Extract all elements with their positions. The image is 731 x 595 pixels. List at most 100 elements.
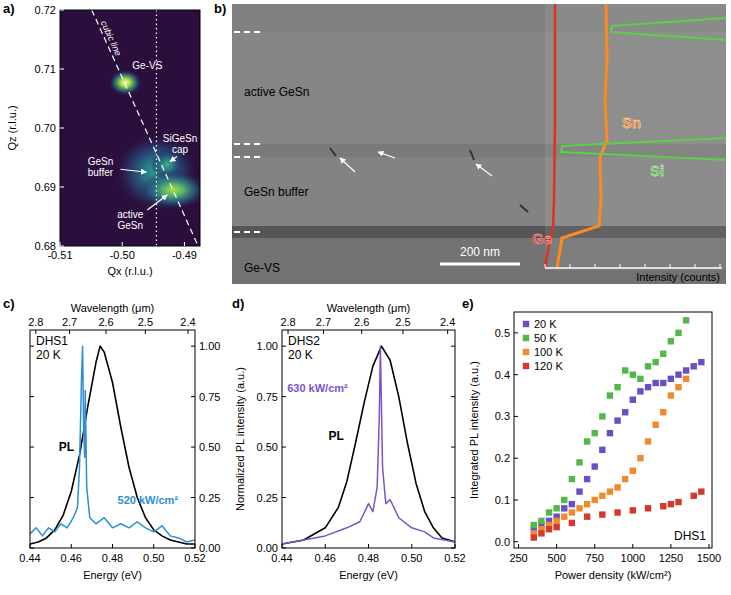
defect (470, 150, 474, 160)
tick (60, 128, 64, 129)
peak (109, 70, 142, 96)
panel-title: DHS1 (674, 529, 706, 543)
legend-marker (523, 335, 529, 341)
plot-area (531, 317, 705, 541)
defect (330, 148, 336, 156)
tick (514, 458, 518, 459)
tick (60, 242, 61, 246)
data-point (645, 363, 651, 369)
tick (455, 544, 456, 548)
panel-letter: a) (3, 1, 15, 16)
axis-title: Normalized PL intensity (a.u.) (234, 367, 246, 511)
tick-label: 0.0 (495, 536, 510, 548)
data-point (546, 526, 552, 532)
data-point (637, 376, 643, 382)
label-line: Ge-VS (132, 60, 162, 71)
axis-title: Wavelength (μm) (71, 302, 155, 314)
data-point (683, 367, 689, 373)
data-point (561, 497, 567, 503)
tick-label: 0.75 (199, 391, 220, 403)
data-point (569, 501, 575, 507)
layer-marker (234, 231, 262, 233)
tick-label: 1250 (659, 552, 683, 564)
tick (60, 10, 64, 11)
data-point (584, 476, 590, 482)
data-point (622, 409, 628, 415)
tick-label: 0.5 (495, 327, 510, 339)
tick (451, 447, 455, 448)
layer-marker (234, 143, 262, 145)
data-point (675, 384, 681, 390)
axis-tick (720, 264, 721, 268)
tick (282, 548, 286, 549)
axis-title: Qx (r.l.u.) (107, 265, 152, 277)
tick (518, 544, 519, 548)
peak-label: Ge-VS (132, 60, 162, 71)
panel-letter: e) (462, 296, 474, 311)
tick (325, 544, 326, 548)
axis-tick (670, 264, 671, 268)
tick (60, 187, 64, 188)
axis-tick (620, 264, 621, 268)
tick (514, 541, 518, 542)
tick-label: 0.71 (35, 63, 56, 75)
peak-label: GeSnbuffer (88, 156, 114, 178)
tick (282, 497, 286, 498)
axis-title: Energy (eV) (339, 569, 398, 581)
tick (282, 447, 286, 448)
tick (282, 346, 286, 347)
tick (282, 396, 286, 397)
tick (632, 544, 633, 548)
frame (60, 10, 200, 246)
axis-title: Integrated PL intensity (a.u.) (468, 361, 480, 499)
tick-label: 0.72 (35, 4, 56, 16)
series-label: 520 kW/cm² (118, 494, 179, 506)
legend: 20 K50 K100 K120 K (523, 318, 564, 372)
layer-label: active GeSn (244, 85, 309, 99)
data-point (569, 476, 575, 482)
label-line: buffer (88, 167, 114, 178)
tick-label: 0.52 (444, 552, 465, 564)
tick-label: 500 (547, 552, 565, 564)
tick (191, 497, 195, 498)
axis-title: Wavelength (μm) (327, 302, 411, 314)
data-point (546, 509, 552, 515)
peak-arrow (147, 195, 167, 210)
tick (670, 544, 671, 548)
profile-area (545, 4, 726, 270)
layer-marker (234, 156, 262, 158)
data-point (561, 513, 567, 519)
tick (708, 544, 709, 548)
layer-marker (234, 31, 262, 33)
tick-label: 2.4 (440, 316, 455, 328)
tick-label: 0.68 (35, 240, 56, 252)
tick (112, 544, 113, 548)
data-point (592, 463, 598, 469)
frame (30, 330, 195, 548)
profile-label: Sn (622, 114, 641, 131)
data-point (584, 513, 590, 519)
tick-label: 0.70 (35, 122, 56, 134)
tick (191, 396, 195, 397)
relaxation-line (156, 10, 157, 246)
data-point (553, 524, 559, 530)
tick (514, 416, 518, 417)
spectrum-line (30, 346, 195, 544)
tick-label: 0.50 (199, 441, 220, 453)
panel-title: DHS2 (288, 334, 320, 348)
tick (69, 330, 70, 334)
data-point (637, 455, 643, 461)
plot-area (282, 346, 455, 544)
tick (514, 332, 518, 333)
tick (195, 544, 196, 548)
data-point (592, 497, 598, 503)
frame (514, 312, 712, 548)
tick-label: 2.7 (316, 316, 331, 328)
tick (122, 242, 123, 246)
scale-bar (440, 263, 520, 266)
data-point (607, 430, 613, 436)
data-point (668, 338, 674, 344)
tick-label: 0.50 (401, 552, 422, 564)
tick (411, 544, 412, 548)
data-point (531, 522, 537, 528)
